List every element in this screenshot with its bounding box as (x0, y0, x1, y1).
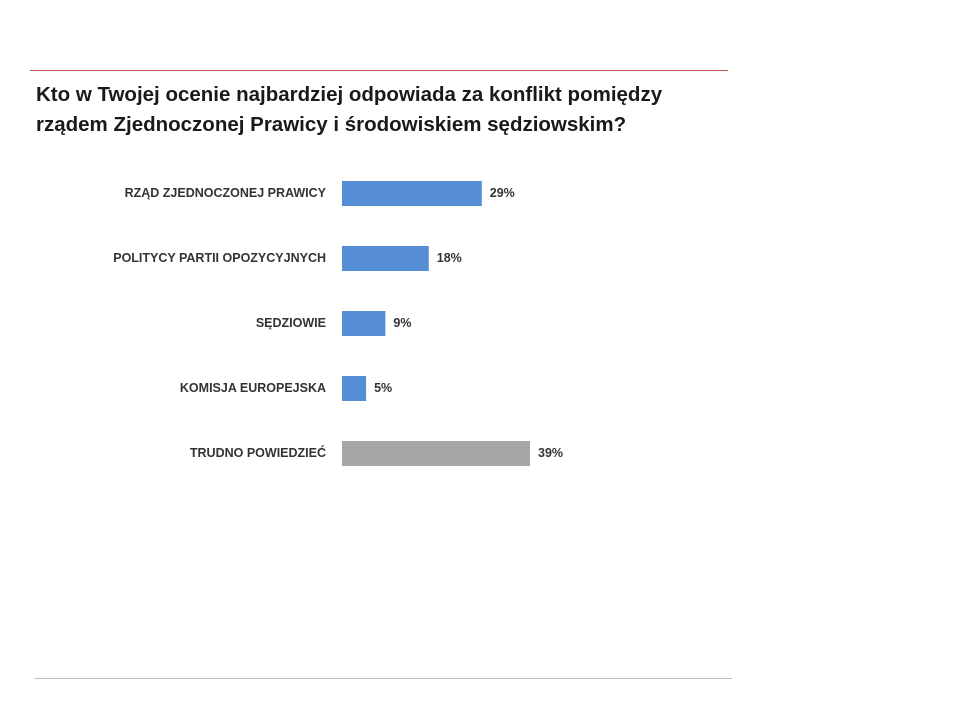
value-label: 39% (538, 446, 563, 460)
bottom-divider (34, 678, 732, 679)
chart-title-line-2: rządem Zjednoczonej Prawicy i środowiski… (36, 113, 627, 136)
category-label: SĘDZIOWIE (256, 316, 326, 330)
value-label: 5% (374, 381, 392, 395)
top-divider (30, 70, 728, 71)
category-label: POLITYCY PARTII OPOZYCYJNYCH (113, 251, 326, 265)
value-label: 18% (437, 251, 462, 265)
chart-title: Kto w Twojej ocenie najbardziej odpowiad… (36, 80, 736, 140)
chart-title-line-1: Kto w Twojej ocenie najbardziej odpowiad… (36, 83, 663, 106)
bar (342, 311, 386, 336)
value-label: 9% (393, 316, 411, 330)
bar (342, 441, 530, 466)
category-label: RZĄD ZJEDNOCZONEJ PRAWICY (125, 186, 327, 200)
bar (342, 376, 367, 401)
value-label: 29% (490, 186, 515, 200)
category-label: KOMISJA EUROPEJSKA (180, 381, 326, 395)
category-label: TRUDNO POWIEDZIEĆ (190, 445, 326, 460)
bar (342, 181, 482, 206)
bar (342, 246, 429, 271)
